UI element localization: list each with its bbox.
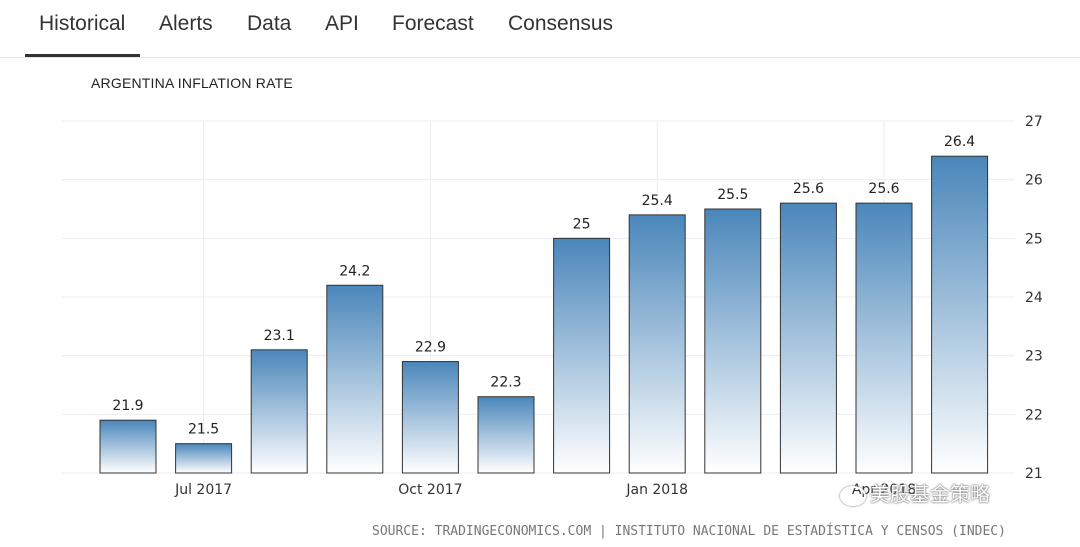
bar-aug-2017 — [250, 349, 308, 474]
bar-oct-2017 — [401, 361, 459, 474]
bar-dec-2017 — [553, 237, 611, 474]
data-label: 23.1 — [264, 328, 295, 344]
data-label: 25.4 — [642, 193, 673, 209]
bar-sep-2017 — [326, 284, 384, 474]
bar-mar-2018 — [779, 202, 837, 474]
bar-jul-2017 — [175, 443, 233, 474]
tab-bar: Historical Alerts Data API Forecast Cons… — [0, 0, 1080, 58]
data-label: 25 — [573, 216, 591, 232]
data-label: 25.6 — [793, 181, 824, 197]
data-label: 24.2 — [339, 263, 370, 279]
x-axis: Jul 2017 Oct 2017 Jan 2018 Apr 2018 — [174, 482, 916, 498]
x-tick-label: Jan 2018 — [625, 482, 688, 498]
y-tick-label: 22 — [1025, 407, 1043, 423]
y-axis: 21 22 23 24 25 26 27 — [1025, 114, 1043, 482]
bar-apr-2018 — [855, 202, 913, 474]
watermark: 美股基金策略 — [840, 478, 990, 507]
y-tick-label: 23 — [1025, 349, 1043, 365]
tab-api[interactable]: API — [325, 12, 359, 35]
active-tab-indicator — [25, 54, 140, 57]
tab-alerts[interactable]: Alerts — [159, 12, 213, 35]
chart-title: ARGENTINA INFLATION RATE — [91, 75, 293, 91]
data-label: 25.5 — [717, 187, 748, 203]
bar-jan-2018 — [628, 214, 686, 474]
bar-feb-2018 — [704, 208, 762, 474]
y-tick-label: 26 — [1025, 173, 1043, 189]
data-label: 22.9 — [415, 340, 446, 356]
tab-forecast[interactable]: Forecast — [392, 12, 474, 35]
data-label: 21.5 — [188, 422, 219, 438]
x-tick-label: Oct 2017 — [398, 482, 462, 498]
data-label: 25.6 — [868, 181, 899, 197]
y-tick-label: 25 — [1025, 231, 1043, 247]
tab-historical[interactable]: Historical — [39, 12, 126, 35]
source-note: SOURCE: TRADINGECONOMICS.COM | INSTITUTO… — [372, 524, 1006, 539]
y-tick-label: 21 — [1025, 466, 1043, 482]
bar-nov-2017 — [477, 396, 535, 474]
tab-consensus[interactable]: Consensus — [508, 12, 614, 35]
watermark-text: 美股基金策略 — [870, 484, 990, 506]
bar-jun-2017 — [99, 419, 157, 474]
y-tick-label: 24 — [1025, 290, 1043, 306]
bar-may-2018 — [931, 155, 989, 474]
wechat-icon — [840, 485, 866, 506]
data-labels: 21.9 21.5 23.1 24.2 22.9 22.3 25 25.4 25.5 25.6 25… — [112, 134, 975, 437]
tab-data[interactable]: Data — [247, 12, 292, 35]
data-label: 22.3 — [490, 375, 521, 391]
bars — [99, 155, 989, 474]
x-tick-label: Apr 2018 — [852, 482, 916, 498]
y-tick-label: 27 — [1025, 114, 1043, 130]
x-tick-label: Jul 2017 — [174, 482, 232, 498]
data-label: 26.4 — [944, 134, 975, 150]
data-label: 21.9 — [112, 398, 143, 414]
